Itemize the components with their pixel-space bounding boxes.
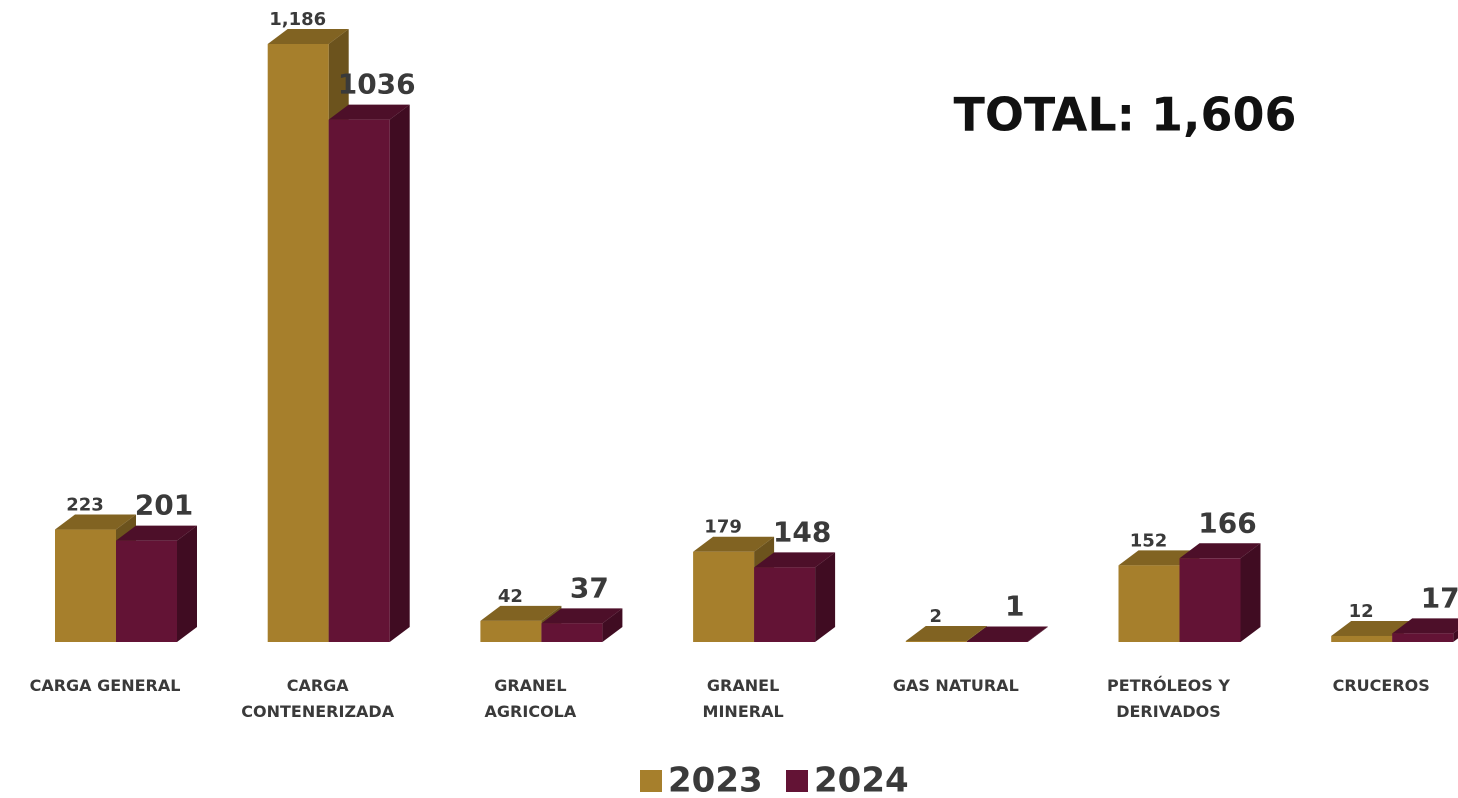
bar-front (693, 551, 755, 642)
bar (116, 525, 197, 642)
bar-top (328, 104, 410, 120)
bar-top (116, 525, 197, 541)
x-tick-label: GRANEL AGRICOLA (484, 676, 577, 721)
bar-top (480, 605, 562, 621)
bar-front (1392, 633, 1454, 642)
value-label: 1,186 (269, 9, 326, 30)
bar-side (1027, 626, 1048, 642)
bar-top (693, 536, 775, 552)
bar-side (815, 552, 836, 642)
bar-front (541, 623, 603, 642)
bar-front (1331, 635, 1393, 642)
bar-top (541, 608, 623, 624)
bar-top (966, 626, 1048, 642)
value-label: 17 (1421, 581, 1458, 614)
value-label: 42 (498, 586, 523, 607)
bar (1179, 543, 1261, 642)
bar-side (1240, 543, 1261, 642)
bar-front (55, 529, 116, 642)
bar-front (116, 540, 177, 642)
bar-top (1331, 620, 1413, 636)
bar-front (905, 640, 967, 642)
bar (966, 626, 1048, 642)
value-label: 37 (570, 571, 609, 604)
bar-front (480, 620, 542, 642)
value-label: 2 (930, 606, 943, 627)
bar (328, 104, 410, 642)
bar-front (267, 44, 329, 642)
value-label: 1036 (338, 68, 416, 101)
bar-front (1179, 558, 1241, 642)
total-annotation: TOTAL: 1,606 (953, 88, 1296, 142)
value-label: 1 (1005, 589, 1024, 622)
bar (754, 552, 836, 642)
bar-top (1118, 550, 1200, 566)
value-label: 166 (1198, 506, 1256, 539)
x-tick-label: CARGA CONTENERIZADA (241, 676, 395, 721)
bar-side (602, 608, 623, 642)
value-label: 148 (773, 515, 831, 548)
value-label: 179 (704, 517, 742, 538)
x-tick-label: GAS NATURAL (892, 676, 1019, 695)
bar-front (1118, 565, 1180, 642)
value-label: 12 (1349, 601, 1374, 622)
legend-label: 2023 (668, 761, 763, 798)
legend-label: 2024 (814, 761, 909, 798)
bar-front (328, 119, 390, 642)
value-label: 201 (135, 489, 193, 522)
bar-top (905, 625, 987, 641)
bar-front (966, 641, 1028, 642)
x-tick-label: PETRÓLEOS Y DERIVADOS (1107, 676, 1230, 721)
legend-swatch (640, 770, 662, 792)
bar (541, 608, 623, 642)
bar-side (1453, 629, 1458, 642)
bar (1392, 618, 1458, 642)
x-tick-label: CARGA GENERAL (29, 676, 181, 695)
x-tick-label: GRANEL MINERAL (702, 676, 784, 721)
bar-side (389, 104, 410, 642)
legend-swatch (786, 770, 808, 792)
bar-top (1392, 618, 1458, 634)
bar-top (754, 552, 836, 568)
bar-top (267, 29, 349, 44)
x-tick-label: CRUCEROS (1332, 676, 1430, 695)
bar-top (1179, 543, 1261, 559)
bar-front (754, 567, 816, 642)
value-label: 152 (1130, 530, 1168, 551)
value-label: 223 (66, 495, 104, 516)
bar-side (177, 525, 197, 642)
bar-top (55, 514, 136, 530)
